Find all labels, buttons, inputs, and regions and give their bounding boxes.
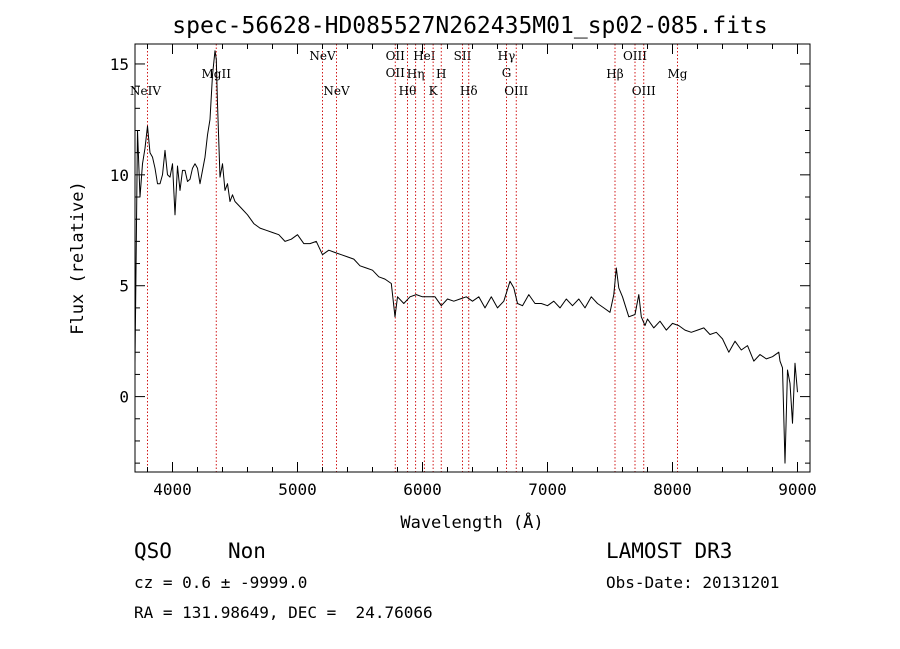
line-label-6-0: Hη (407, 67, 425, 81)
line-label-5-0: Hθ (399, 84, 417, 98)
line-label-16-0: OIII (632, 84, 656, 98)
x-tick-label-5000: 5000 (278, 480, 317, 499)
line-label-14-0: Hβ (606, 67, 623, 81)
line-label-12-1: G (502, 66, 512, 80)
y-tick-label-5: 5 (119, 277, 129, 296)
coordinates-text: RA = 131.98649, DEC = 24.76066 (134, 603, 433, 622)
line-label-17-0: Mg (668, 67, 688, 81)
x-tick-label-4000: 4000 (153, 480, 192, 499)
line-label-9-0: H (436, 67, 446, 81)
object-class: QSO (134, 539, 172, 563)
survey-name: LAMOST DR3 (606, 539, 733, 563)
line-label-8-0: K (429, 84, 439, 98)
x-tick-label-8000: 8000 (653, 480, 692, 499)
line-label-10-0: SII (454, 49, 472, 63)
line-label-2-0: NeV (309, 49, 336, 63)
x-tick-label-7000: 7000 (528, 480, 567, 499)
line-label-3-0: NeV (323, 84, 350, 98)
y-axis-label: Flux (relative) (68, 181, 88, 335)
line-label-12-0: Hγ (498, 49, 516, 63)
y-tick-label-15: 15 (110, 55, 129, 74)
spectrum-line-0 (134, 50, 798, 464)
line-label-0-0: NeIV (130, 84, 161, 98)
axes-layer: 4000 5000 6000 7000 8000 9000 0 5 10 15 (110, 44, 817, 499)
line-label-15-0: OIII (623, 49, 647, 63)
line-label-4-1: OII (386, 66, 406, 80)
x-tick-label-6000: 6000 (403, 480, 442, 499)
line-label-11-0: Hδ (460, 84, 478, 98)
spectrum-series-layer (134, 50, 798, 464)
line-label-7-0: HeI (413, 49, 436, 63)
y-tick-label-0: 0 (119, 388, 129, 407)
emission-line-markers: NeIVMgIINeVNeVOIIOIIHθHηHeIKHSIIHδHγGOII… (130, 44, 688, 472)
x-axis-label: Wavelength (Å) (400, 511, 543, 533)
line-label-13-0: OIII (504, 84, 528, 98)
observation-date: Obs-Date: 20131201 (606, 573, 780, 592)
x-tick-label-9000: 9000 (778, 480, 817, 499)
y-tick-label-10: 10 (110, 166, 129, 185)
object-subclass: Non (228, 539, 266, 563)
chart-title: spec-56628-HD085527N262435M01_sp02-085.f… (172, 13, 767, 39)
line-label-4-0: OII (386, 49, 406, 63)
plot-frame (134, 43, 811, 473)
redshift-text: cz = 0.6 ± -9999.0 (134, 573, 308, 592)
